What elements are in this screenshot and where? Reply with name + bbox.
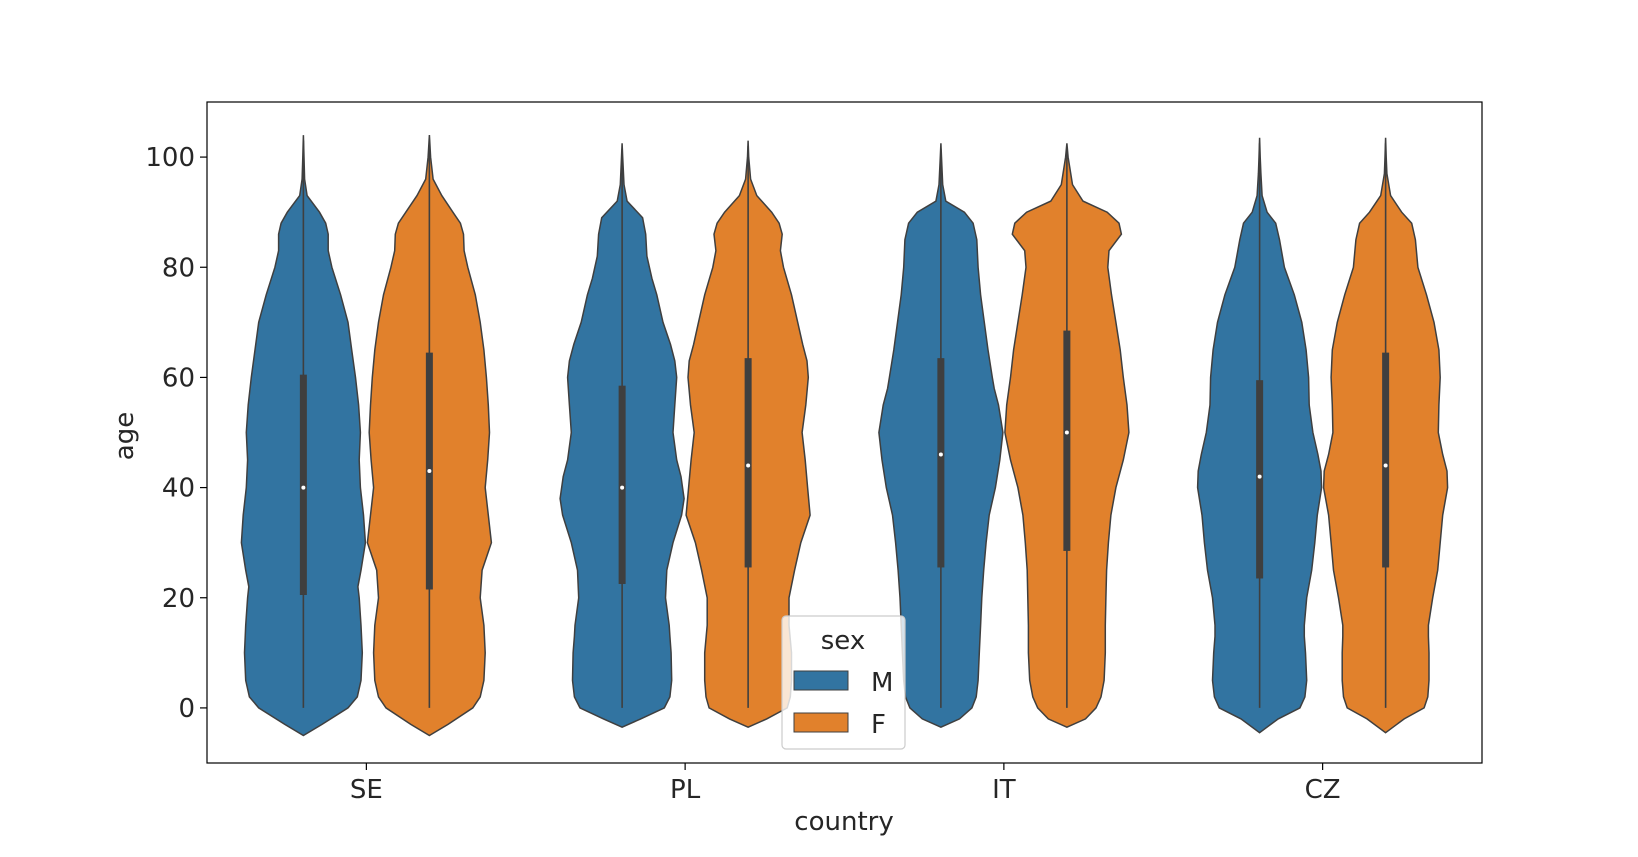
x-axis-label: country — [794, 807, 893, 837]
legend-swatch-f — [793, 712, 849, 733]
y-tick-label-80: 80 — [162, 253, 195, 283]
y-tick-label-60: 60 — [162, 363, 195, 393]
violin-iqr-box-m-se — [299, 374, 307, 595]
legend-title: sex — [821, 626, 865, 656]
y-axis-label: age — [110, 412, 140, 460]
legend-label-m: M — [871, 668, 893, 698]
y-tick-label-40: 40 — [162, 474, 195, 504]
violin-median-f-se — [427, 469, 432, 474]
violin-iqr-box-m-it — [937, 358, 945, 568]
legend-label-f: F — [871, 710, 886, 740]
violin-iqr-box-f-it — [1063, 330, 1071, 551]
violin-iqr-box-m-pl — [618, 385, 626, 584]
violin-iqr-box-m-cz — [1256, 380, 1264, 579]
x-tick-label-pl: PL — [670, 775, 701, 805]
y-tick-label-100: 100 — [145, 143, 195, 173]
violin-median-m-pl — [620, 485, 625, 490]
y-tick-label-20: 20 — [162, 584, 195, 614]
legend: sex M F — [781, 615, 906, 750]
violin-median-f-it — [1064, 430, 1069, 435]
axis-layer: 0 20 40 60 80 100 SE PL IT CZ — [145, 143, 1340, 805]
x-tick-label-se: SE — [350, 775, 383, 805]
violin-median-m-it — [938, 452, 943, 457]
violin-iqr-box-f-pl — [744, 358, 752, 568]
violin-iqr-box-f-cz — [1382, 352, 1390, 568]
y-tick-label-0: 0 — [178, 694, 195, 724]
legend-swatch-m — [793, 670, 849, 691]
plot-area-frame — [206, 101, 1483, 764]
violin-layer — [240, 135, 1449, 737]
violin-median-f-pl — [746, 463, 751, 468]
violin-median-m-cz — [1257, 474, 1262, 479]
violin-median-f-cz — [1383, 463, 1388, 468]
violin-median-m-se — [301, 485, 306, 490]
x-tick-label-it: IT — [992, 775, 1016, 805]
x-tick-label-cz: CZ — [1305, 775, 1341, 805]
